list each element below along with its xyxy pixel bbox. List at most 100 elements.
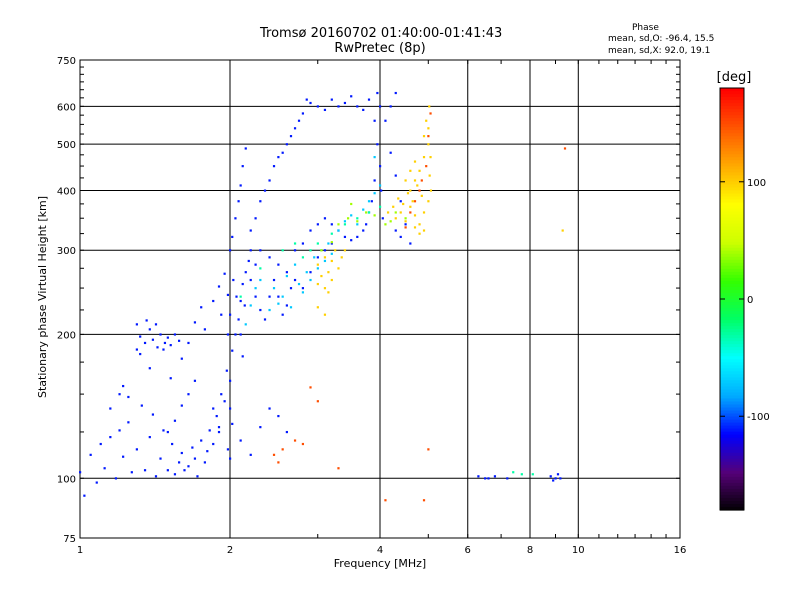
x-axis-title: Frequency [MHz] — [334, 557, 426, 570]
data-point — [277, 156, 280, 159]
data-point — [212, 442, 215, 446]
colorbar-segment — [720, 443, 744, 448]
data-point — [259, 249, 262, 252]
colorbar-segment — [720, 392, 744, 397]
data-point — [235, 295, 238, 298]
data-point — [122, 455, 125, 458]
colorbar-segment — [720, 112, 744, 116]
data-point — [301, 112, 305, 115]
data-point — [154, 475, 158, 478]
y-tick-label: 75 — [63, 534, 76, 545]
data-point — [323, 313, 327, 316]
data-point — [422, 211, 426, 214]
colorbar-segment — [720, 220, 744, 225]
data-point — [239, 295, 242, 298]
data-point — [151, 413, 155, 416]
data-point — [404, 179, 407, 182]
colorbar-segment — [720, 259, 744, 264]
data-point — [231, 235, 234, 239]
colorbar-segment — [720, 244, 744, 249]
data-point — [249, 229, 252, 232]
colorbar-segment — [720, 485, 744, 490]
data-point — [277, 263, 280, 266]
data-point — [346, 217, 350, 220]
colorbar-segment — [720, 467, 744, 472]
data-point — [89, 453, 92, 456]
data-point — [247, 259, 250, 263]
data-point — [135, 323, 138, 326]
data-point — [563, 147, 567, 150]
data-point — [402, 202, 405, 206]
data-point — [316, 306, 319, 309]
colorbar-segment — [720, 109, 744, 113]
colorbar-segment — [720, 241, 744, 246]
data-point — [409, 211, 412, 214]
colorbar-segment — [720, 202, 744, 207]
data-point — [397, 197, 400, 200]
colorbar-segment — [720, 302, 744, 306]
data-point — [350, 239, 353, 242]
data-point — [418, 169, 421, 172]
y-axis-title: Stationary phase Virtual Height [km] — [36, 196, 49, 398]
data-point — [200, 439, 203, 442]
data-point — [323, 108, 327, 112]
data-point — [356, 105, 359, 108]
data-point — [272, 278, 276, 282]
colorbar-segment — [720, 94, 744, 98]
data-point — [223, 272, 226, 275]
data-point — [297, 119, 301, 122]
data-point — [330, 223, 333, 226]
data-point — [554, 477, 557, 480]
data-point — [139, 335, 142, 338]
colorbar-segment — [720, 470, 744, 475]
data-point — [379, 165, 382, 168]
data-point — [399, 200, 402, 203]
data-point — [316, 263, 319, 266]
data-point — [254, 295, 257, 298]
data-point — [263, 189, 267, 192]
data-point — [285, 271, 288, 274]
data-point — [259, 278, 262, 282]
colorbar-segment — [720, 374, 744, 378]
data-point — [404, 217, 407, 220]
data-point — [384, 499, 387, 502]
data-point — [187, 465, 190, 468]
data-point — [362, 208, 365, 211]
colorbar-segment — [720, 461, 744, 466]
data-point — [389, 220, 392, 223]
data-point — [394, 91, 397, 95]
data-point — [381, 217, 384, 220]
data-point — [413, 160, 417, 163]
data-point — [373, 192, 376, 195]
data-point — [379, 205, 382, 208]
data-point — [556, 473, 560, 476]
data-point — [229, 249, 232, 252]
data-point — [330, 98, 333, 101]
y-tick-label: 750 — [57, 56, 76, 67]
y-tick-label: 200 — [57, 330, 76, 341]
data-point — [422, 156, 426, 159]
data-point — [316, 256, 319, 259]
data-point — [268, 295, 271, 298]
data-point — [343, 249, 347, 252]
colorbar-segment — [720, 229, 744, 234]
data-point — [249, 304, 252, 307]
data-point — [272, 287, 276, 290]
data-point — [413, 179, 417, 182]
colorbar-segment — [720, 187, 744, 192]
data-point — [427, 135, 430, 138]
data-point — [420, 179, 423, 182]
data-point — [263, 318, 267, 321]
data-point — [229, 313, 232, 316]
colorbar-segment — [720, 404, 744, 409]
colorbar-segment — [720, 380, 744, 384]
data-point — [281, 249, 284, 252]
data-point — [376, 91, 379, 95]
data-point — [413, 200, 417, 203]
colorbar-segment — [720, 434, 744, 439]
data-point — [427, 200, 430, 203]
data-point — [422, 499, 426, 502]
data-point — [289, 306, 293, 309]
data-point — [239, 439, 242, 442]
